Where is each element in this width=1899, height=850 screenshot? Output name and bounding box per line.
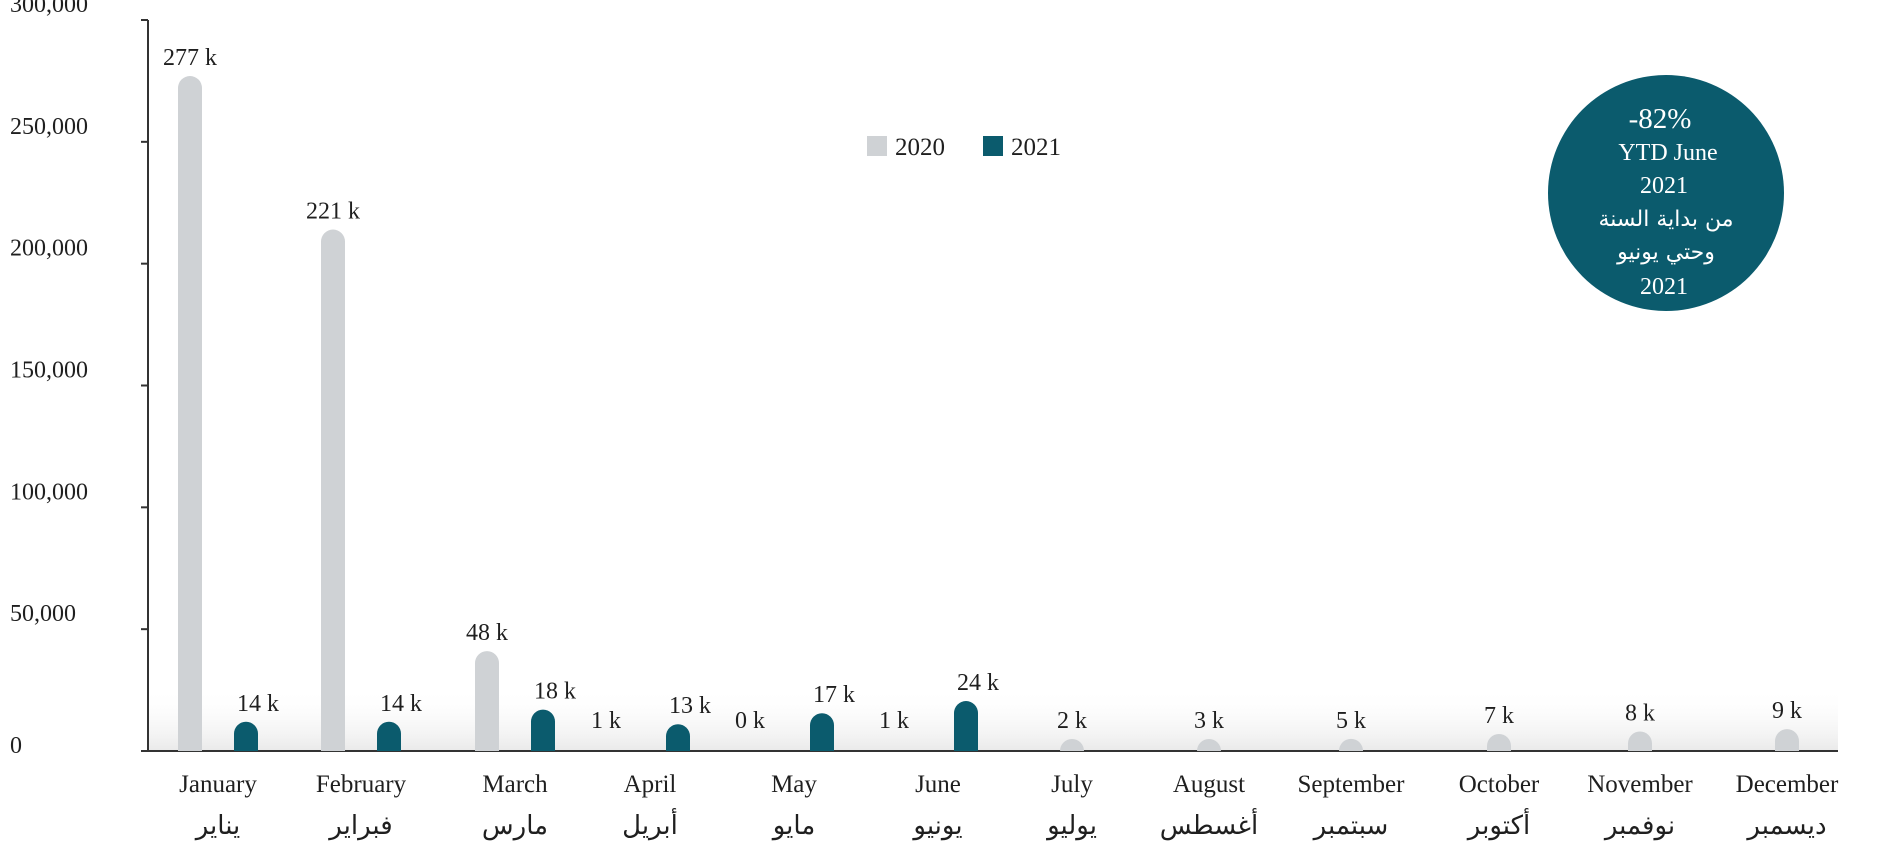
category-label-en: November xyxy=(1587,771,1693,798)
category-label-en: February xyxy=(316,771,407,798)
y-axis: 0 50,000 100,000 150,000 200,000 250,000 300,0… xyxy=(10,0,149,759)
bar-2021 xyxy=(810,713,834,751)
data-label-2020: 221 k xyxy=(306,199,360,225)
category-labels: January يناير February فبراير March مارس April… xyxy=(179,771,1839,841)
ytd-badge: -82% YTD June 2021 من بداية السنة وحتي ي… xyxy=(1548,75,1784,311)
bar-2020 xyxy=(1339,738,1363,751)
data-label-2020: 2 k xyxy=(1057,708,1087,734)
ytd-badge-line2: 2021 xyxy=(1640,173,1688,199)
data-labels: 277 k 14 k 221 k 14 k 48 k 18 k 1 k 13 k 0 k 17 k… xyxy=(163,45,1802,734)
data-label-2020: 0 k xyxy=(735,708,765,734)
data-label-2020: 9 k xyxy=(1772,698,1802,724)
ytd-badge-line3: من بداية السنة xyxy=(1598,207,1733,232)
category-label-en: July xyxy=(1051,771,1093,798)
data-label-2021: 24 k xyxy=(957,670,999,696)
category-label-ar: يناير xyxy=(194,811,241,841)
legend-label-2021: 2021 xyxy=(1011,134,1061,161)
category-label-en: December xyxy=(1736,771,1839,798)
bar-2021 xyxy=(954,701,978,751)
category-label-en: May xyxy=(771,771,817,798)
data-label-2020: 7 k xyxy=(1484,703,1514,729)
ytd-badge-line5: 2021 xyxy=(1640,274,1688,300)
data-label-2020: 48 k xyxy=(466,620,508,646)
category-label-ar: فبراير xyxy=(327,811,392,841)
category-label-ar: يونيو xyxy=(911,811,962,841)
category-label-ar: أكتوبر xyxy=(1466,807,1530,841)
y-tick-label: 150,000 xyxy=(10,358,88,384)
y-tick-label: 200,000 xyxy=(10,236,88,262)
data-label-2021: 14 k xyxy=(380,691,422,717)
y-tick-label: 100,000 xyxy=(10,479,88,505)
category-label-ar: نوفمبر xyxy=(1603,811,1675,841)
bar-2020 xyxy=(1197,739,1221,751)
data-label-2021: 14 k xyxy=(237,691,279,717)
ytd-badge-percent: -82% xyxy=(1629,103,1692,135)
bar-2020 xyxy=(178,76,202,751)
bar-2020 xyxy=(1775,729,1799,751)
category-label-ar: يوليو xyxy=(1045,811,1097,841)
bar-2020 xyxy=(1628,731,1652,751)
bar-2021 xyxy=(377,721,401,751)
bar-2020 xyxy=(1060,739,1084,751)
category-label-ar: أغسطس xyxy=(1160,807,1259,841)
data-label-2021: 18 k xyxy=(534,679,576,705)
y-tick-label: 0 xyxy=(10,733,22,759)
category-label-ar: مارس xyxy=(482,811,548,841)
y-tick-label: 250,000 xyxy=(10,114,88,140)
legend-swatch-2020 xyxy=(867,136,887,156)
floor-shadow xyxy=(148,688,1838,750)
bar-2021 xyxy=(234,721,258,751)
y-tick-label: 50,000 xyxy=(10,601,76,627)
bar-2020 xyxy=(475,651,500,751)
series-2020-bars xyxy=(178,76,1799,751)
category-label-en: August xyxy=(1173,771,1245,798)
bar-2021 xyxy=(666,724,690,751)
category-label-en: March xyxy=(482,771,548,798)
category-label-ar: أبريل xyxy=(622,807,678,841)
data-label-2020: 3 k xyxy=(1194,708,1224,734)
data-label-2020: 1 k xyxy=(879,708,909,734)
category-label-ar: سبتمبر xyxy=(1312,811,1389,841)
y-tick-label: 300,000 xyxy=(10,0,88,18)
legend-swatch-2021 xyxy=(983,136,1003,156)
category-label-en: April xyxy=(624,771,677,798)
ytd-badge-circle xyxy=(1548,75,1784,311)
legend: 2020 2021 xyxy=(867,134,1061,161)
data-label-2021: 17 k xyxy=(813,682,855,708)
category-label-en: June xyxy=(915,771,961,798)
category-label-en: October xyxy=(1459,771,1540,798)
category-label-ar: ديسمبر xyxy=(1745,811,1826,841)
bar-2020 xyxy=(321,229,345,751)
category-label-ar: مايو xyxy=(771,811,816,841)
data-label-2020: 277 k xyxy=(163,45,217,71)
legend-label-2020: 2020 xyxy=(895,134,945,161)
series-2021-bars xyxy=(234,701,978,751)
ytd-badge-line4: وحتي يونيو xyxy=(1616,240,1715,265)
bar-2020 xyxy=(1487,733,1511,751)
data-label-2020: 1 k xyxy=(591,708,621,734)
data-label-2021: 13 k xyxy=(669,693,711,719)
category-label-en: September xyxy=(1298,771,1406,798)
data-label-2020: 5 k xyxy=(1336,708,1366,734)
data-label-2020: 8 k xyxy=(1625,701,1655,727)
category-label-en: January xyxy=(179,771,257,798)
ytd-badge-line1: YTD June xyxy=(1618,140,1717,166)
bar-2021 xyxy=(531,709,555,751)
